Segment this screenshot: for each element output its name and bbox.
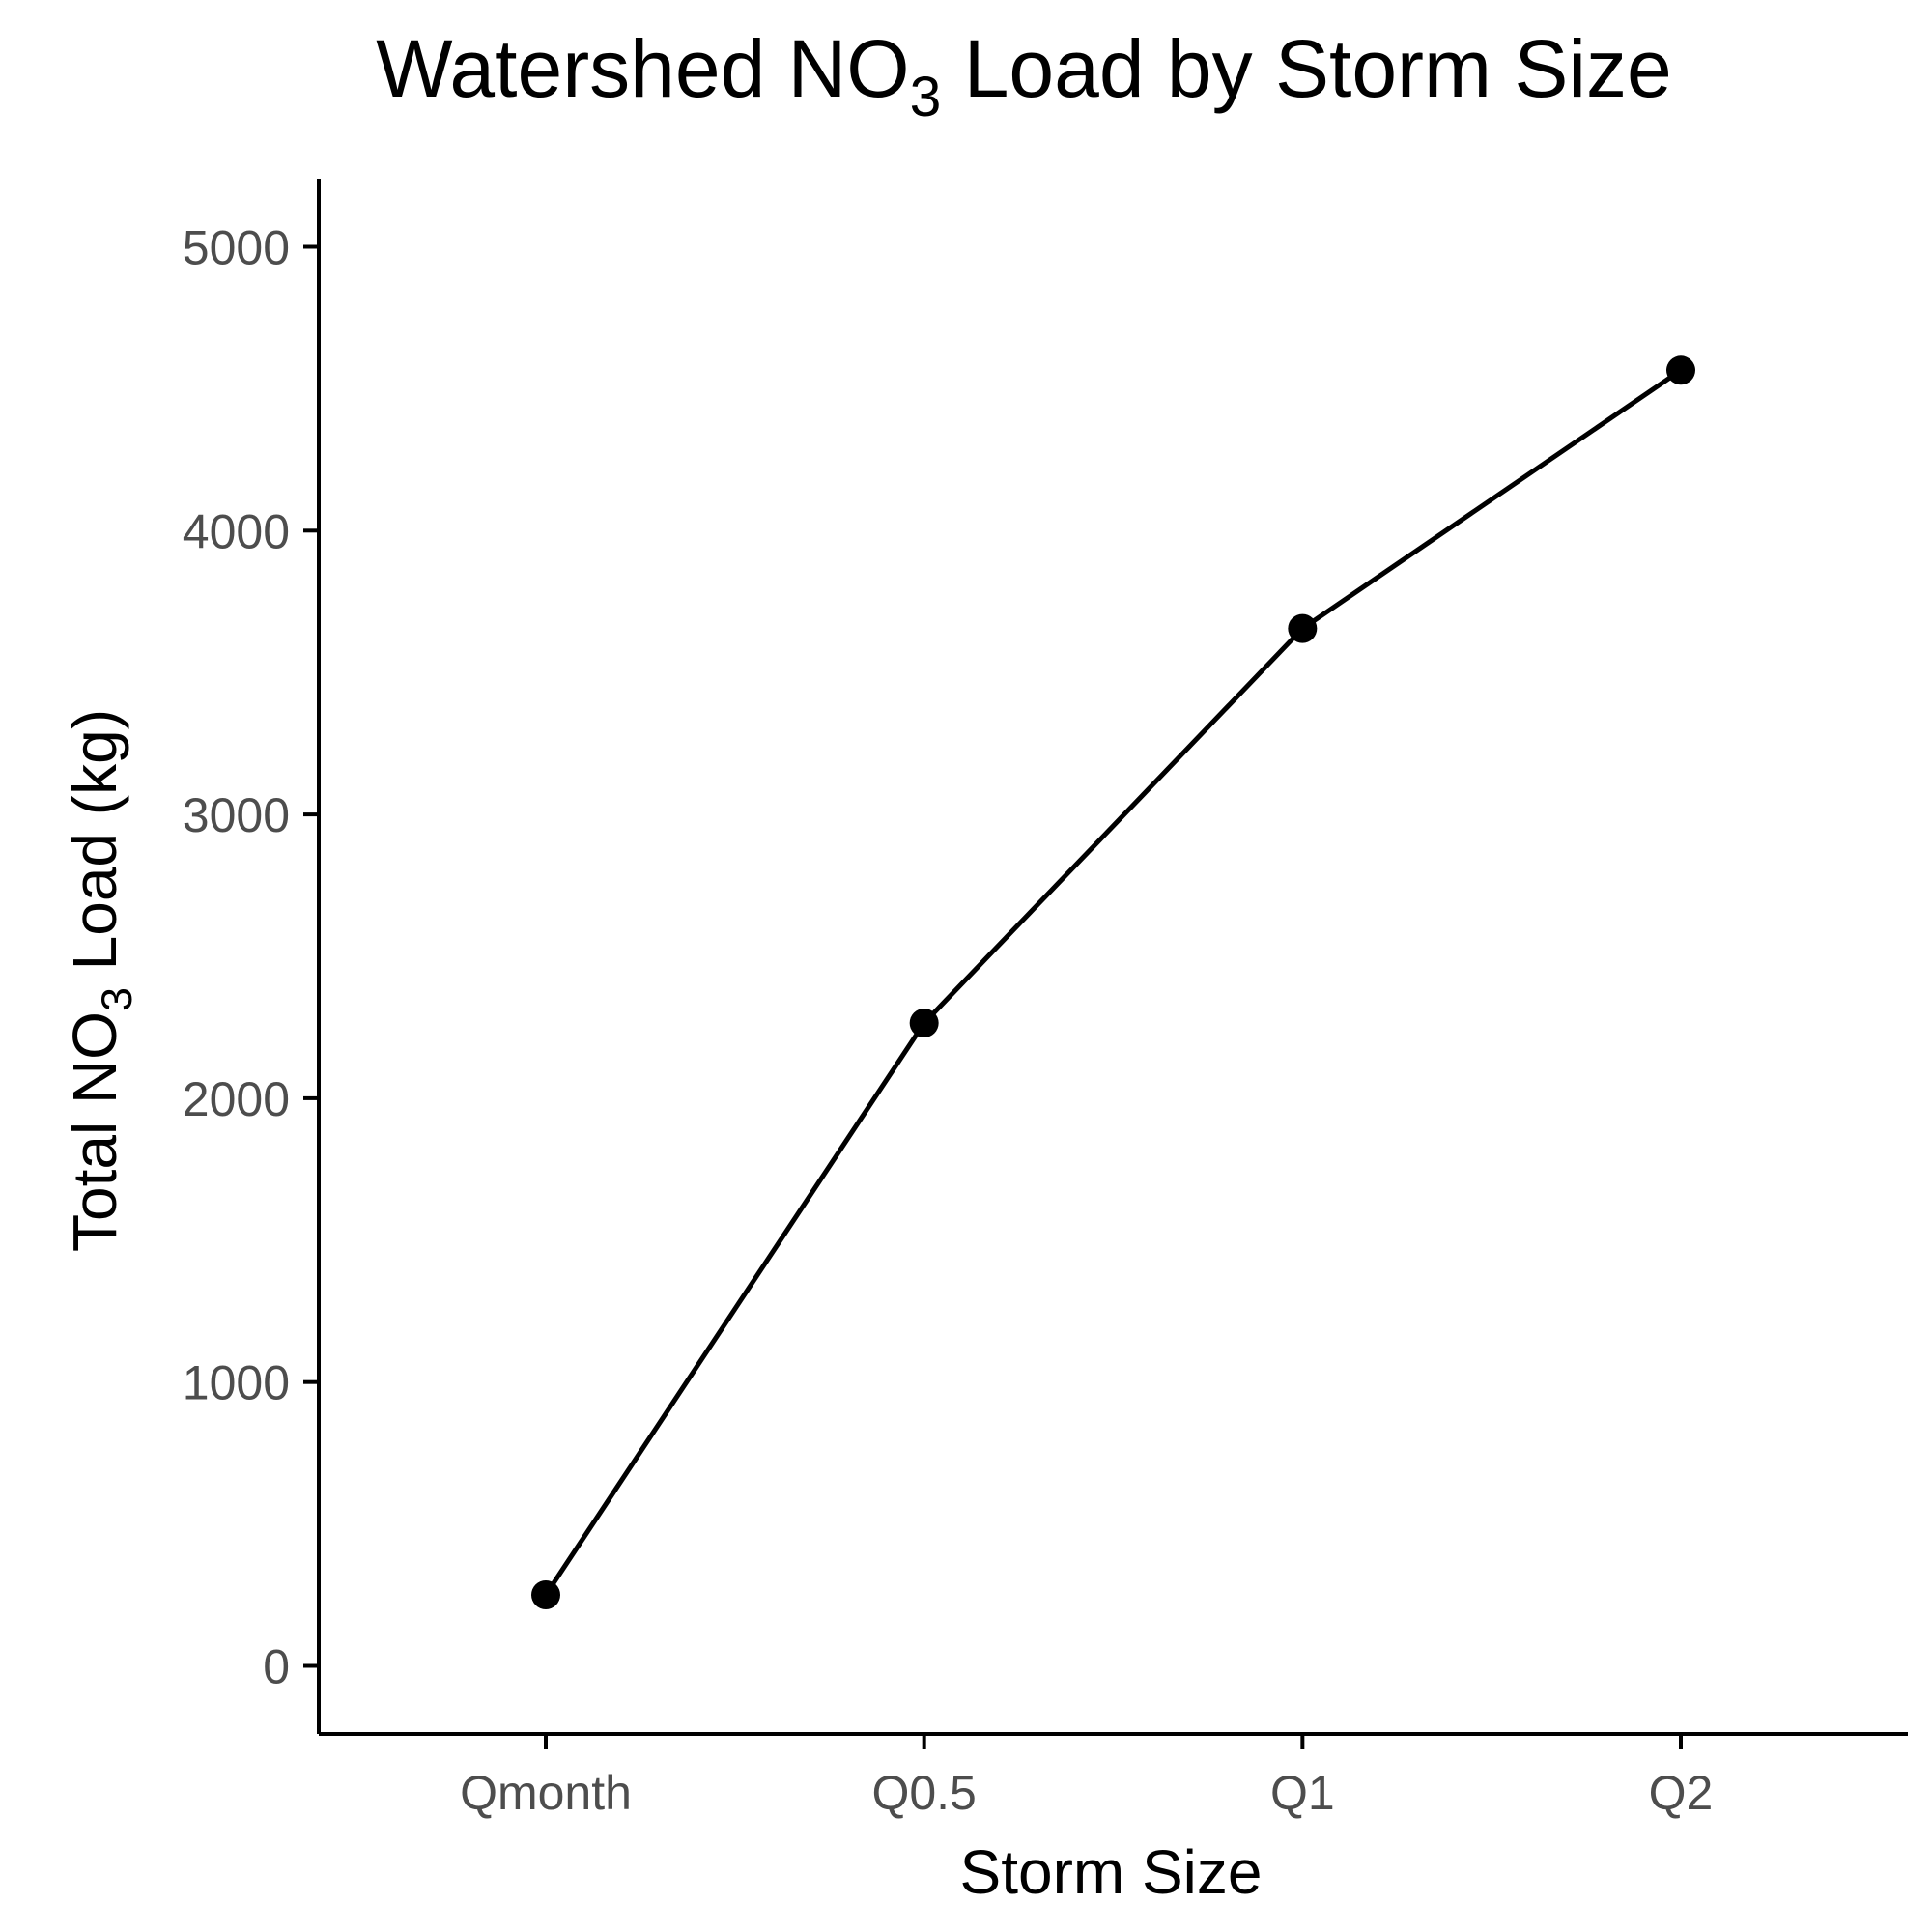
y-tick-label: 2000 xyxy=(183,1072,290,1126)
y-tick-label: 3000 xyxy=(183,788,290,842)
series-line xyxy=(543,368,1683,1597)
chart-title-pre: Watershed NO xyxy=(376,23,909,114)
y-tick-label: 4000 xyxy=(183,504,290,558)
data-point xyxy=(1666,355,1695,385)
y-axis-title: Total NO3 Load (kg) xyxy=(60,709,141,1252)
x-axis-ticks: Qmonth Q0.5 Q1 Q2 xyxy=(460,1734,1713,1820)
y-axis-ticks: 0 1000 2000 3000 4000 5000 xyxy=(183,221,319,1693)
x-tick-label: Q1 xyxy=(1270,1766,1335,1820)
x-tick-label: Qmonth xyxy=(460,1766,632,1820)
chart-title: Watershed NO3 Load by Storm Size xyxy=(376,23,1671,128)
data-point xyxy=(1288,613,1318,643)
x-axis-title: Storm Size xyxy=(960,1837,1263,1907)
data-point xyxy=(909,1009,939,1038)
y-axis-title-pre: Total NO xyxy=(60,1011,129,1252)
y-axis-title-post: Load (kg) xyxy=(60,709,129,987)
y-tick-label: 1000 xyxy=(183,1356,290,1410)
series-points xyxy=(531,355,1695,1610)
y-axis-title-sub: 3 xyxy=(93,987,141,1011)
chart-title-post: Load by Storm Size xyxy=(941,23,1671,114)
data-point xyxy=(531,1580,560,1610)
x-tick-label: Q0.5 xyxy=(871,1766,976,1820)
y-tick-label: 0 xyxy=(263,1639,290,1693)
x-tick-label: Q2 xyxy=(1649,1766,1714,1820)
y-tick-label: 5000 xyxy=(183,221,290,275)
chart-title-sub: 3 xyxy=(910,66,942,128)
